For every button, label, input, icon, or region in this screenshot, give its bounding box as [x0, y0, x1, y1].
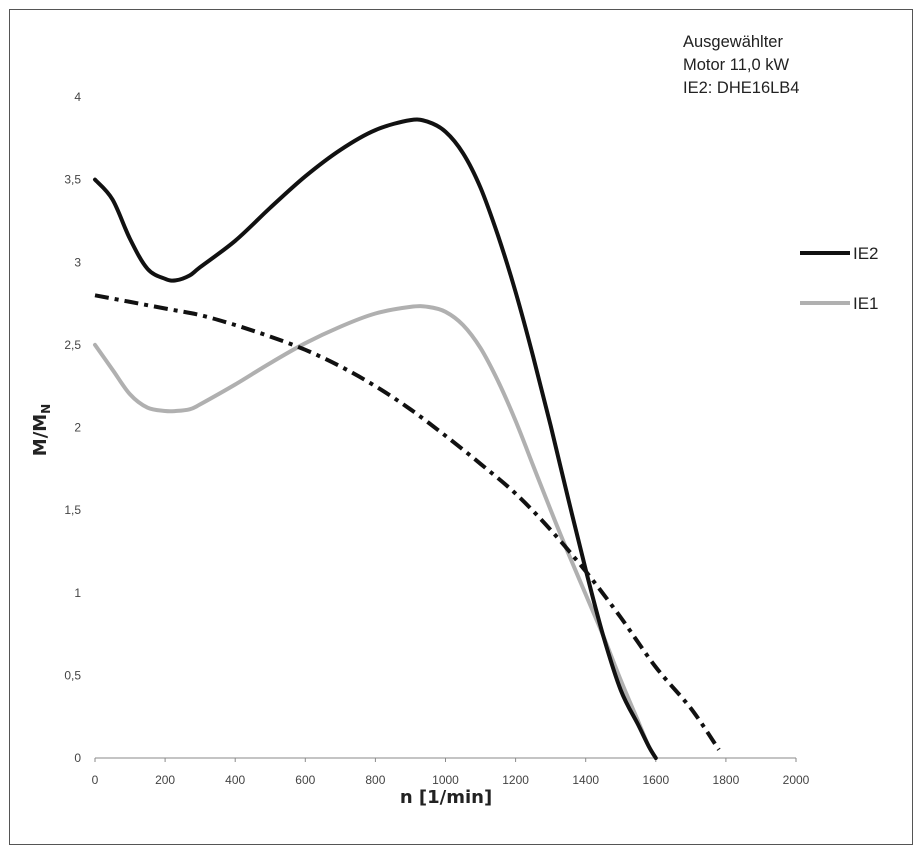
x-tick-label: 0: [92, 773, 99, 787]
x-tick-label: 400: [225, 773, 245, 787]
x-tick-label: 600: [295, 773, 315, 787]
x-tick-label: 1600: [642, 773, 669, 787]
series-line-load-curve: [94, 293, 721, 751]
y-tick-label: 3,5: [64, 173, 81, 187]
x-tick-label: 1400: [572, 773, 599, 787]
annotation-line-1: Ausgewählter: [683, 33, 783, 51]
y-tick-label: 0,5: [64, 668, 81, 682]
y-axis-title-subscript: N: [39, 404, 53, 414]
axes: 0 200 400 600 800 1000 1200 1400 1600 1800 2000 0 0,…: [64, 90, 809, 787]
x-axis-title: n [1/min]: [400, 787, 492, 808]
x-tick-label: 1000: [432, 773, 459, 787]
x-tick-label: 2000: [783, 773, 810, 787]
x-tick-label: 200: [155, 773, 175, 787]
legend: IE2 IE1: [800, 244, 879, 313]
annotation-line-3: IE2: DHE16LB4: [683, 79, 800, 97]
x-tick-label: 1200: [502, 773, 529, 787]
legend-label-ie1: IE1: [853, 294, 879, 313]
x-tick-label: 1800: [713, 773, 740, 787]
y-tick-label: 2: [74, 421, 81, 435]
y-tick-label: 3: [74, 255, 81, 269]
x-tick-label: 800: [365, 773, 385, 787]
y-tick-label: 4: [74, 90, 81, 104]
series-layer: [93, 117, 721, 760]
annotation-line-2: Motor 11,0 kW: [683, 56, 790, 74]
series-line-ie1: [93, 304, 658, 760]
legend-label-ie2: IE2: [853, 244, 879, 263]
motor-annotation: Ausgewählter Motor 11,0 kW IE2: DHE16LB4: [683, 31, 799, 100]
y-axis-title-main: M/M: [30, 414, 51, 456]
y-axis-title: M/MN: [30, 404, 53, 456]
y-tick-label: 2,5: [64, 338, 81, 352]
y-tick-label: 1: [74, 586, 81, 600]
series-line-ie2: [93, 117, 658, 760]
y-tick-label: 1,5: [64, 503, 81, 517]
y-tick-label: 0: [74, 751, 81, 765]
